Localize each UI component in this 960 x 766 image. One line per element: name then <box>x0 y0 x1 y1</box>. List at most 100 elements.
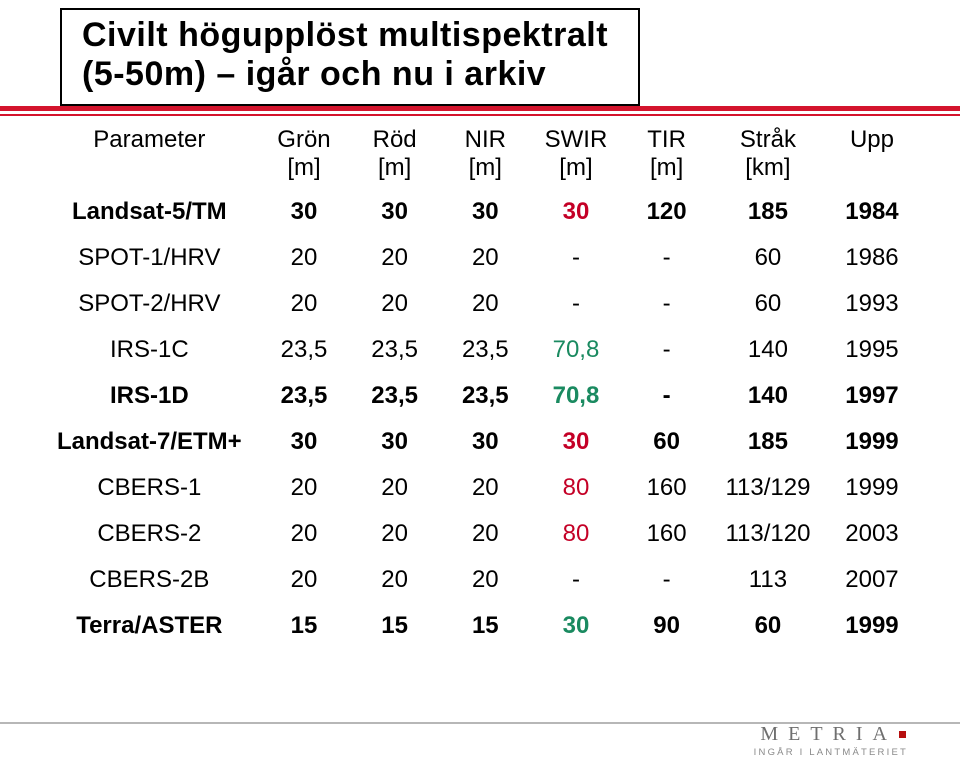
table-cell: 20 <box>349 511 440 557</box>
table-cell: 90 <box>621 603 712 649</box>
table-cell: 60 <box>621 419 712 465</box>
title-line-2: (5-50m) – igår och nu i arkiv <box>82 55 608 94</box>
col-header-label: NIR <box>442 126 529 154</box>
col-header: Stråk[km] <box>712 122 824 189</box>
table-cell: 1984 <box>824 189 920 235</box>
row-parameter: IRS-1C <box>40 327 259 373</box>
table-cell: - <box>621 235 712 281</box>
table-cell: 23,5 <box>259 327 350 373</box>
table-cell: 15 <box>440 603 531 649</box>
col-header-unit: [m] <box>261 154 348 182</box>
row-parameter: SPOT-1/HRV <box>40 235 259 281</box>
table-cell: 20 <box>259 511 350 557</box>
table-cell: 20 <box>440 465 531 511</box>
table-cell: 160 <box>621 511 712 557</box>
table-row: SPOT-1/HRV202020--601986 <box>40 235 920 281</box>
col-header-parameter: Parameter <box>40 122 259 189</box>
table-cell: 1986 <box>824 235 920 281</box>
table-cell: 20 <box>259 281 350 327</box>
table-row: SPOT-2/HRV202020--601993 <box>40 281 920 327</box>
title-line-1: Civilt högupplöst multispektralt <box>82 16 608 55</box>
table-cell: 70,8 <box>531 373 622 419</box>
row-parameter: CBERS-2 <box>40 511 259 557</box>
table-cell: 20 <box>440 235 531 281</box>
table-head: ParameterGrön[m]Röd[m]NIR[m]SWIR[m]TIR[m… <box>40 122 920 189</box>
table-cell: - <box>531 557 622 603</box>
table-cell: - <box>531 235 622 281</box>
table-row: IRS-1C23,523,523,570,8-1401995 <box>40 327 920 373</box>
accent-bar-thick <box>0 106 960 111</box>
col-header: Grön[m] <box>259 122 350 189</box>
table-cell: 1993 <box>824 281 920 327</box>
table-cell: 23,5 <box>440 373 531 419</box>
table-cell: 20 <box>349 557 440 603</box>
table-cell: 185 <box>712 189 824 235</box>
brand-square-icon <box>899 731 906 738</box>
col-header: NIR[m] <box>440 122 531 189</box>
table-cell: 30 <box>531 419 622 465</box>
col-header-label: Grön <box>261 126 348 154</box>
table-cell: 2007 <box>824 557 920 603</box>
table-cell: 20 <box>349 235 440 281</box>
row-parameter: CBERS-2B <box>40 557 259 603</box>
data-table-wrap: ParameterGrön[m]Röd[m]NIR[m]SWIR[m]TIR[m… <box>40 122 920 649</box>
table-body: Landsat-5/TM303030301201851984SPOT-1/HRV… <box>40 189 920 649</box>
col-header-label: Stråk <box>714 126 822 154</box>
col-header-label: Upp <box>826 126 918 154</box>
table-row: CBERS-120202080160113/1291999 <box>40 465 920 511</box>
table-row: CBERS-220202080160113/1202003 <box>40 511 920 557</box>
table-cell: 120 <box>621 189 712 235</box>
table-cell: 113 <box>712 557 824 603</box>
table-cell: 80 <box>531 465 622 511</box>
table-cell: 20 <box>349 465 440 511</box>
footer-subtext: INGÅR I LANTMÄTERIET <box>754 747 908 758</box>
col-header: Upp <box>824 122 920 189</box>
table-cell: - <box>621 281 712 327</box>
col-header-label: Röd <box>351 126 438 154</box>
title-box: Civilt högupplöst multispektralt (5-50m)… <box>60 8 640 106</box>
table-cell: 2003 <box>824 511 920 557</box>
table-cell: 185 <box>712 419 824 465</box>
table-cell: 1997 <box>824 373 920 419</box>
col-header-unit: [m] <box>533 154 620 182</box>
table-cell: 20 <box>440 511 531 557</box>
col-header-label: Parameter <box>42 126 257 154</box>
table-cell: 30 <box>531 189 622 235</box>
table-cell: 113/120 <box>712 511 824 557</box>
col-header-unit: [m] <box>442 154 529 182</box>
accent-bar-thin <box>0 114 960 116</box>
footer: METRIA INGÅR I LANTMÄTERIET <box>754 723 908 758</box>
table-cell: 20 <box>259 465 350 511</box>
table-cell: 60 <box>712 603 824 649</box>
table-cell: 15 <box>259 603 350 649</box>
table-cell: 140 <box>712 327 824 373</box>
col-header-label: TIR <box>623 126 710 154</box>
table-cell: 20 <box>440 281 531 327</box>
table-cell: 60 <box>712 235 824 281</box>
table-cell: 30 <box>259 419 350 465</box>
table-cell: - <box>621 557 712 603</box>
table-cell: 15 <box>349 603 440 649</box>
table-cell: 160 <box>621 465 712 511</box>
col-header-label: SWIR <box>533 126 620 154</box>
table-cell: 60 <box>712 281 824 327</box>
row-parameter: CBERS-1 <box>40 465 259 511</box>
table-cell: 23,5 <box>349 327 440 373</box>
footer-brand: METRIA <box>754 723 908 746</box>
row-parameter: SPOT-2/HRV <box>40 281 259 327</box>
table-cell: 80 <box>531 511 622 557</box>
table-row: CBERS-2B202020--1132007 <box>40 557 920 603</box>
table-cell: 20 <box>259 557 350 603</box>
table-cell: 23,5 <box>440 327 531 373</box>
col-header-unit: [m] <box>623 154 710 182</box>
table-cell: 70,8 <box>531 327 622 373</box>
table-cell: 1999 <box>824 465 920 511</box>
col-header-unit: [km] <box>714 154 822 182</box>
table-cell: 1999 <box>824 419 920 465</box>
table-cell: 20 <box>440 557 531 603</box>
table-cell: 1995 <box>824 327 920 373</box>
row-parameter: IRS-1D <box>40 373 259 419</box>
col-header-unit: [m] <box>351 154 438 182</box>
row-parameter: Terra/ASTER <box>40 603 259 649</box>
col-header: Röd[m] <box>349 122 440 189</box>
